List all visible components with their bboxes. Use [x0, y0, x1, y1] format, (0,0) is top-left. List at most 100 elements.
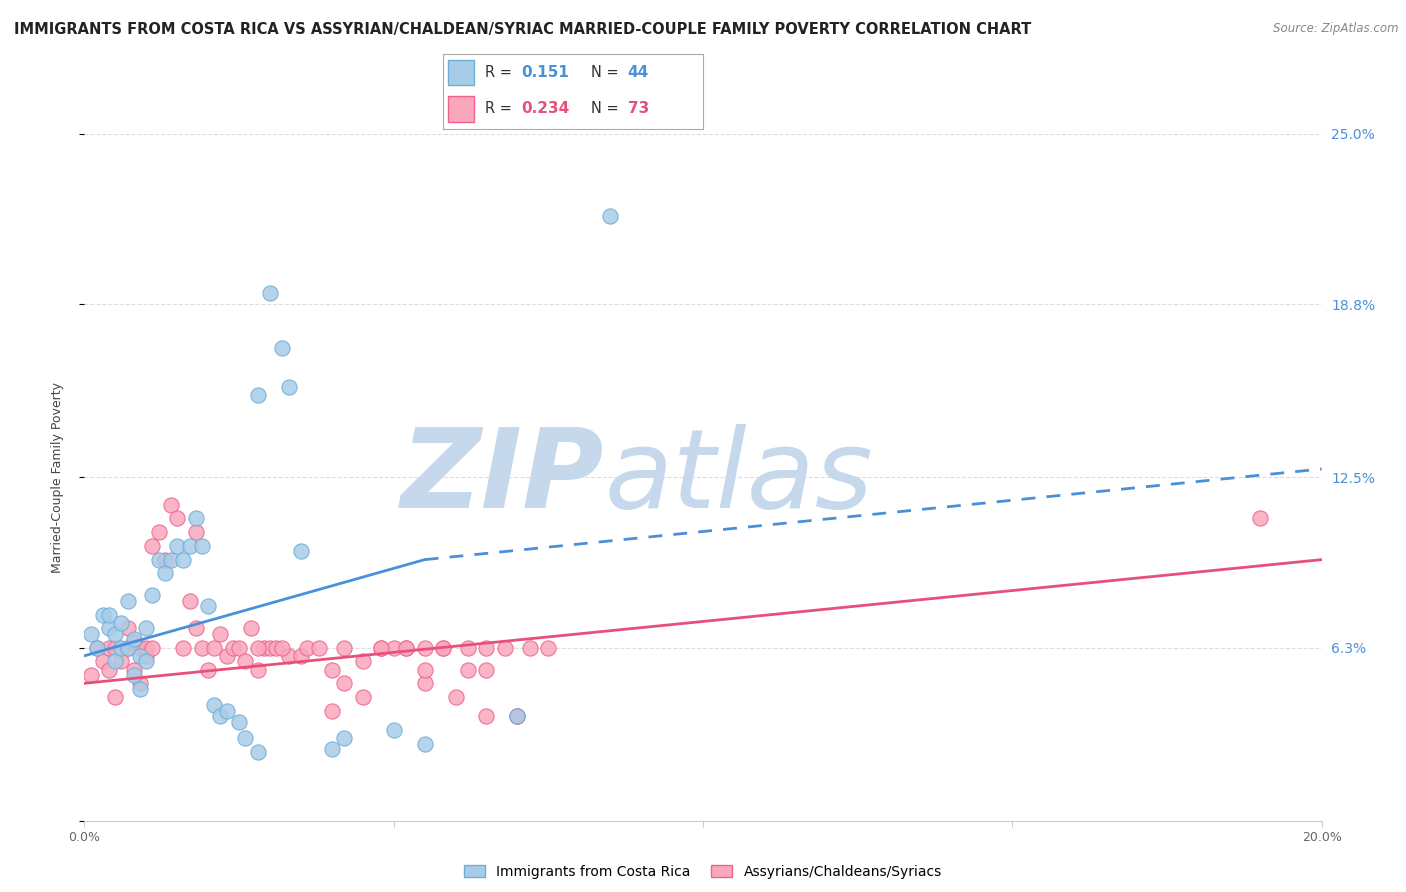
Point	[135, 640, 157, 655]
Point	[271, 341, 294, 355]
Point	[333, 640, 356, 655]
Point	[413, 737, 436, 751]
Point	[160, 552, 183, 566]
Point	[233, 731, 256, 746]
Point	[98, 640, 121, 655]
Point	[86, 640, 108, 655]
Point	[135, 654, 157, 668]
Point	[277, 648, 299, 663]
Text: N =: N =	[591, 65, 623, 80]
Point	[432, 640, 454, 655]
Point	[135, 648, 157, 663]
Text: IMMIGRANTS FROM COSTA RICA VS ASSYRIAN/CHALDEAN/SYRIAC MARRIED-COUPLE FAMILY POV: IMMIGRANTS FROM COSTA RICA VS ASSYRIAN/C…	[14, 22, 1032, 37]
Point	[141, 539, 163, 553]
Bar	[449, 60, 474, 86]
Point	[122, 663, 145, 677]
Point	[506, 709, 529, 723]
Text: 0.151: 0.151	[520, 65, 569, 80]
Point	[395, 640, 418, 655]
Point	[352, 654, 374, 668]
Bar	[449, 96, 474, 122]
Point	[153, 566, 176, 581]
Text: 44: 44	[627, 65, 648, 80]
Point	[184, 525, 207, 540]
Point	[129, 648, 152, 663]
Text: 0.234: 0.234	[520, 102, 569, 116]
Point	[264, 640, 287, 655]
Point	[215, 704, 238, 718]
Point	[295, 640, 318, 655]
Point	[215, 648, 238, 663]
Point	[197, 663, 219, 677]
Point	[184, 511, 207, 525]
Point	[110, 654, 132, 668]
Point	[179, 539, 201, 553]
Point	[228, 714, 250, 729]
Point	[259, 286, 281, 301]
Point	[86, 640, 108, 655]
Point	[432, 640, 454, 655]
Point	[413, 676, 436, 690]
Point	[153, 552, 176, 566]
Text: Source: ZipAtlas.com: Source: ZipAtlas.com	[1274, 22, 1399, 36]
Point	[104, 654, 127, 668]
Point	[122, 632, 145, 647]
Point	[444, 690, 467, 704]
Point	[117, 640, 139, 655]
Point	[104, 640, 127, 655]
Point	[1249, 511, 1271, 525]
Point	[352, 690, 374, 704]
Point	[506, 709, 529, 723]
Point	[197, 599, 219, 614]
Y-axis label: Married-Couple Family Poverty: Married-Couple Family Poverty	[51, 382, 63, 573]
Point	[209, 627, 232, 641]
Point	[202, 698, 225, 713]
Point	[321, 663, 343, 677]
Text: atlas: atlas	[605, 424, 873, 531]
Point	[475, 640, 498, 655]
Point	[202, 640, 225, 655]
Point	[370, 640, 392, 655]
Point	[191, 640, 214, 655]
Text: 73: 73	[627, 102, 648, 116]
Point	[98, 663, 121, 677]
Point	[79, 668, 101, 682]
Point	[98, 621, 121, 635]
Point	[457, 640, 479, 655]
Point	[537, 640, 560, 655]
Point	[494, 640, 516, 655]
Point	[104, 627, 127, 641]
Point	[475, 663, 498, 677]
Point	[129, 640, 152, 655]
Point	[122, 635, 145, 649]
Point	[233, 654, 256, 668]
Point	[246, 663, 269, 677]
Point	[599, 209, 621, 223]
Point	[122, 668, 145, 682]
Point	[98, 607, 121, 622]
Point	[413, 640, 436, 655]
Point	[135, 621, 157, 635]
Point	[240, 621, 263, 635]
Text: R =: R =	[485, 102, 516, 116]
Point	[308, 640, 330, 655]
Point	[321, 704, 343, 718]
Point	[457, 663, 479, 677]
Point	[277, 379, 299, 393]
Point	[129, 681, 152, 696]
Point	[382, 640, 405, 655]
Point	[91, 654, 114, 668]
Point	[184, 621, 207, 635]
Point	[271, 640, 294, 655]
Point	[110, 640, 132, 655]
Point	[222, 640, 245, 655]
Text: R =: R =	[485, 65, 516, 80]
Point	[333, 676, 356, 690]
Point	[148, 552, 170, 566]
Point	[321, 742, 343, 756]
Point	[104, 690, 127, 704]
Point	[246, 388, 269, 402]
Point	[290, 648, 312, 663]
Point	[117, 621, 139, 635]
Point	[290, 544, 312, 558]
